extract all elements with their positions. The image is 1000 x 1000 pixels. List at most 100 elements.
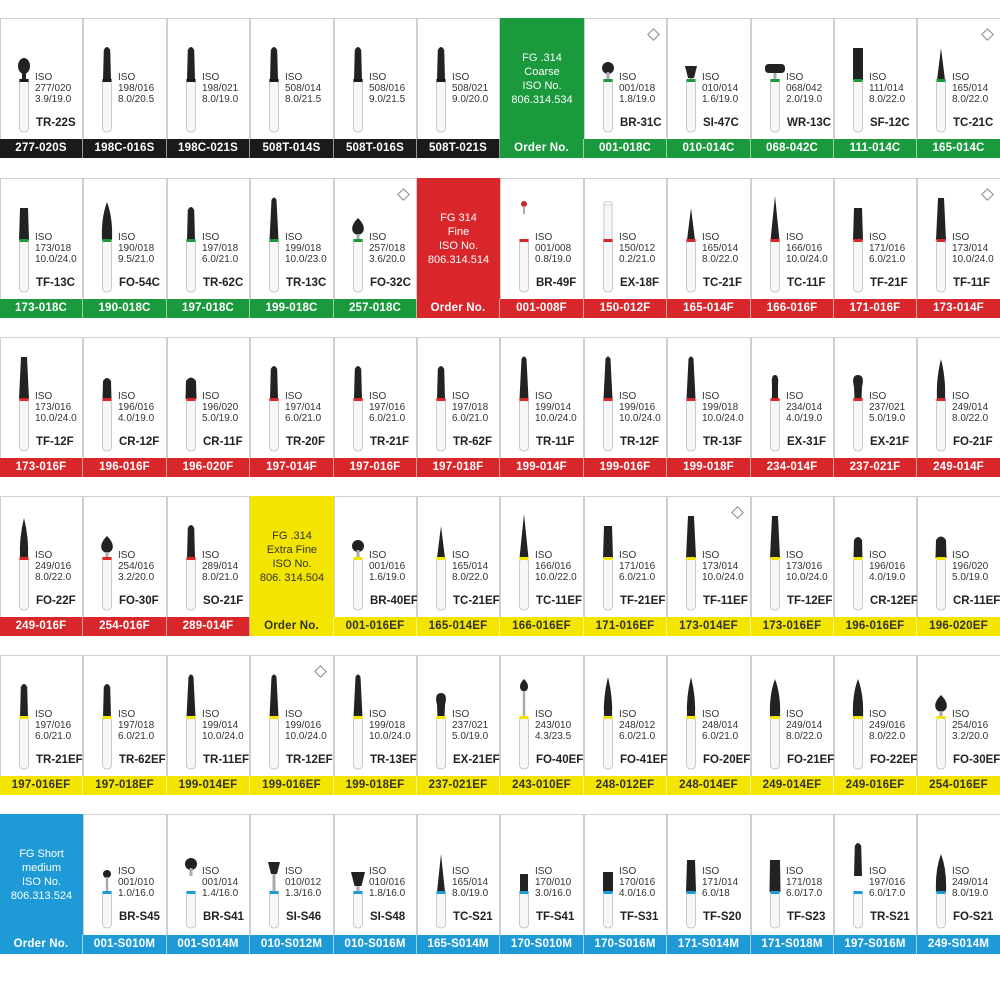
bur-cell[interactable]: ISO 237/021 5.0/19.0 EX-21F 237-021F [834, 337, 917, 477]
bur-cell[interactable]: ISO 171/016 6.0/21.0 TF-21F 171-016F [834, 178, 917, 318]
bur-cell[interactable]: ISO 068/042 2.0/19.0 WR-13C 068-042C [751, 18, 834, 158]
bur-cell[interactable]: ISO 508/016 9.0/21.5 508T-016S [334, 18, 417, 158]
bur-model-name: EX-31F [787, 436, 826, 448]
bur-cell[interactable]: ISO 197/018 6.0/21.0 TR-62EF 197-018EF [83, 655, 167, 795]
bur-cell[interactable]: ISO 196/020 5.0/19.0 CR-11EF 196-020EF [917, 496, 1000, 636]
bur-cell[interactable]: ISO 173/018 10.0/24.0 TF-13C 173-018C [0, 178, 83, 318]
bur-cell[interactable]: ISO 198/021 8.0/19.0 198C-021S [167, 18, 250, 158]
bur-cell[interactable]: ISO 197/016 6.0/21.0 TR-21EF 197-016EF [0, 655, 83, 795]
bur-cell[interactable]: ISO 001/010 1.0/16.0 BR-S45 001-S010M [83, 814, 167, 954]
bur-cell[interactable]: ISO 257/018 3.6/20.0 FO-32C 257-018C [334, 178, 417, 318]
order-number: 010-S016M [334, 935, 417, 954]
bur-cell[interactable]: ISO 171/014 6.0/18 TF-S20 171-S014M [667, 814, 751, 954]
bur-cell[interactable]: ISO 249/014 8.0/19.0 FO-S21 249-S014M [917, 814, 1000, 954]
bur-cell[interactable]: ISO 199/016 10.0/24.0 TR-12EF 199-016EF [250, 655, 334, 795]
order-number: 198C-021S [167, 139, 250, 158]
bur-cell[interactable]: ISO 196/016 4.0/19.0 CR-12EF 196-016EF [834, 496, 917, 636]
bur-cell[interactable]: ISO 199/016 10.0/24.0 TR-12F 199-016F [584, 337, 667, 477]
iso-dimensions: 1.0/16.0 [118, 888, 155, 899]
bur-cell[interactable]: ISO 010/014 1.6/19.0 SI-47C 010-014C [667, 18, 751, 158]
bur-cell[interactable]: ISO 165/014 8.0/22.0 TC-21F 165-014F [667, 178, 751, 318]
bur-cell[interactable]: ISO 173/014 10.0/24.0 TF-11EF 173-014EF [667, 496, 751, 636]
bur-head [437, 854, 445, 892]
iso-dimensions: 3.6/20.0 [369, 254, 406, 265]
bur-cell[interactable]: ISO 001/016 1.6/19.0 BR-40EF 001-016EF [334, 496, 417, 636]
bur-model-name: SI-47C [703, 117, 739, 129]
order-no-label: Order No. [250, 617, 334, 636]
bur-ring [603, 557, 613, 560]
bur-cell[interactable]: ISO 199/014 10.0/24.0 TR-11EF 199-014EF [167, 655, 250, 795]
grit-header-line: 806.314.514 [427, 253, 490, 266]
bur-head [771, 375, 779, 399]
bur-cell[interactable]: ISO 170/010 3.0/16.0 TF-S41 170-S010M [500, 814, 584, 954]
bur-cell[interactable]: ISO 248/014 6.0/21.0 FO-20EF 248-014EF [667, 655, 751, 795]
bur-cell[interactable]: ISO 196/020 5.0/19.0 CR-11F 196-020F [167, 337, 250, 477]
iso-code: 171/016 [869, 243, 906, 254]
bur-icon [686, 860, 696, 929]
bur-cell[interactable]: ISO 249/016 8.0/22.0 FO-22EF 249-016EF [834, 655, 917, 795]
bur-cell[interactable]: ISO 173/016 10.0/24.0 TF-12EF 173-016EF [751, 496, 834, 636]
bur-cell[interactable]: ISO 165/014 8.0/22.0 TC-21C 165-014C [917, 18, 1000, 158]
bur-cell[interactable]: ISO 237/021 5.0/19.0 EX-21EF 237-021EF [417, 655, 500, 795]
bur-cell[interactable]: ISO 111/014 8.0/22.0 SF-12C 111-014C [834, 18, 917, 158]
bur-ring [19, 398, 29, 401]
bur-cell[interactable]: ISO 243/010 4.3/23.5 FO-40EF 243-010EF [500, 655, 584, 795]
bur-cell[interactable]: ISO 171/016 6.0/21.0 TF-21EF 171-016EF [584, 496, 667, 636]
bur-cell[interactable]: ISO 196/016 4.0/19.0 CR-12F 196-016F [83, 337, 167, 477]
bur-cell[interactable]: ISO 199/018 10.0/23.0 TR-13C 199-018C [250, 178, 334, 318]
iso-code: 165/014 [452, 877, 489, 888]
order-no-label: Order No. [417, 299, 500, 318]
bur-cell[interactable]: ISO 254/016 3.2/20.0 FO-30F 254-016F [83, 496, 167, 636]
bur-cell[interactable]: ISO 197/014 6.0/21.0 TR-20F 197-014F [250, 337, 334, 477]
bur-cell-body [83, 655, 167, 776]
bur-icon [853, 843, 863, 929]
bur-cell[interactable]: ISO 166/016 10.0/22.0 TC-11EF 166-016EF [500, 496, 584, 636]
bur-cell[interactable]: ISO 508/014 8.0/21.5 508T-014S [250, 18, 334, 158]
bur-cell[interactable]: ISO 165/014 8.0/22.0 TC-21EF 165-014EF [417, 496, 500, 636]
bur-cell[interactable]: ISO 170/016 4.0/16.0 TF-S31 170-S016M [584, 814, 667, 954]
iso-code: 171/014 [702, 877, 739, 888]
bur-cell[interactable]: ISO 199/018 10.0/24.0 TR-13EF 199-018EF [334, 655, 417, 795]
bur-cell[interactable]: ISO 197/016 6.0/21.0 TR-21F 197-016F [334, 337, 417, 477]
iso-code: 196/016 [869, 561, 906, 572]
bur-cell[interactable]: ISO 001/014 1.4/16.0 BR-S41 001-S014M [167, 814, 250, 954]
bur-cell[interactable]: ISO 248/012 6.0/21.0 FO-41EF 248-012EF [584, 655, 667, 795]
iso-dimensions: 1.8/19.0 [619, 94, 656, 105]
bur-cell[interactable]: ISO 197/018 6.0/21.0 TR-62F 197-018F [417, 337, 500, 477]
bur-ring [102, 891, 112, 894]
bur-cell[interactable]: ISO 277/020 3.9/19.0 TR-22S 277-020S [0, 18, 83, 158]
bur-head [687, 208, 695, 240]
bur-cell-body [0, 496, 83, 617]
bur-cell[interactable]: ISO 198/016 8.0/20.5 198C-016S [83, 18, 167, 158]
bur-cell[interactable]: ISO 173/014 10.0/24.0 TF-11F 173-014F [917, 178, 1000, 318]
bur-cell[interactable]: ISO 254/016 3.2/20.0 FO-30EF 254-016EF [917, 655, 1000, 795]
order-number: 234-014F [751, 458, 834, 477]
bur-cell[interactable]: ISO 010/012 1.3/16.0 SI-S46 010-S012M [250, 814, 334, 954]
bur-cell[interactable]: ISO 171/018 6.0/17.0 TF-S23 171-S018M [751, 814, 834, 954]
bur-cell[interactable]: ISO 289/014 8.0/21.0 SO-21F 289-014F [167, 496, 250, 636]
bur-cell[interactable]: ISO 199/018 10.0/24.0 TR-13F 199-018F [667, 337, 751, 477]
bur-cell[interactable]: ISO 001/018 1.8/19.0 BR-31C 001-018C [584, 18, 667, 158]
bur-cell[interactable]: ISO 234/014 4.0/19.0 EX-31F 234-014F [751, 337, 834, 477]
bur-cell[interactable]: ISO 249/016 8.0/22.0 FO-22F 249-016F [0, 496, 83, 636]
bur-cell[interactable]: ISO 010/016 1.8/16.0 SI-S48 010-S016M [334, 814, 417, 954]
bur-shank [269, 716, 279, 770]
bur-cell[interactable]: ISO 197/016 6.0/17.0 TR-S21 197-S016M [834, 814, 917, 954]
bur-icon [353, 366, 363, 452]
bur-cell[interactable]: ISO 197/018 6.0/21.0 TR-62C 197-018C [167, 178, 250, 318]
bur-shank [770, 398, 780, 452]
bur-shank [353, 716, 363, 770]
iso-dimensions: 0.8/19.0 [535, 254, 572, 265]
bur-cell[interactable]: ISO 249/014 8.0/22.0 FO-21F 249-014F [917, 337, 1000, 477]
bur-cell[interactable]: ISO 173/016 10.0/24.0 TF-12F 173-016F [0, 337, 83, 477]
bur-cell[interactable]: ISO 001/008 0.8/19.0 BR-49F 001-008F [500, 178, 584, 318]
bur-cell[interactable]: ISO 150/012 0.2/21.0 EX-18F 150-012F [584, 178, 667, 318]
bur-cell[interactable]: ISO 249/014 8.0/22.0 FO-21EF 249-014EF [751, 655, 834, 795]
bur-cell[interactable]: ISO 199/014 10.0/24.0 TR-11F 199-014F [500, 337, 584, 477]
bur-cell[interactable]: ISO 166/016 10.0/24.0 TC-11F 166-016F [751, 178, 834, 318]
bur-icon [19, 208, 29, 293]
bur-cell[interactable]: ISO 165/014 8.0/19.0 TC-S21 165-S014M [417, 814, 500, 954]
bur-cell[interactable]: ISO 190/018 9.5/21.0 FO-54C 190-018C [83, 178, 167, 318]
bur-icon [769, 679, 781, 770]
bur-cell[interactable]: ISO 508/021 9.0/20.0 508T-021S [417, 18, 500, 158]
